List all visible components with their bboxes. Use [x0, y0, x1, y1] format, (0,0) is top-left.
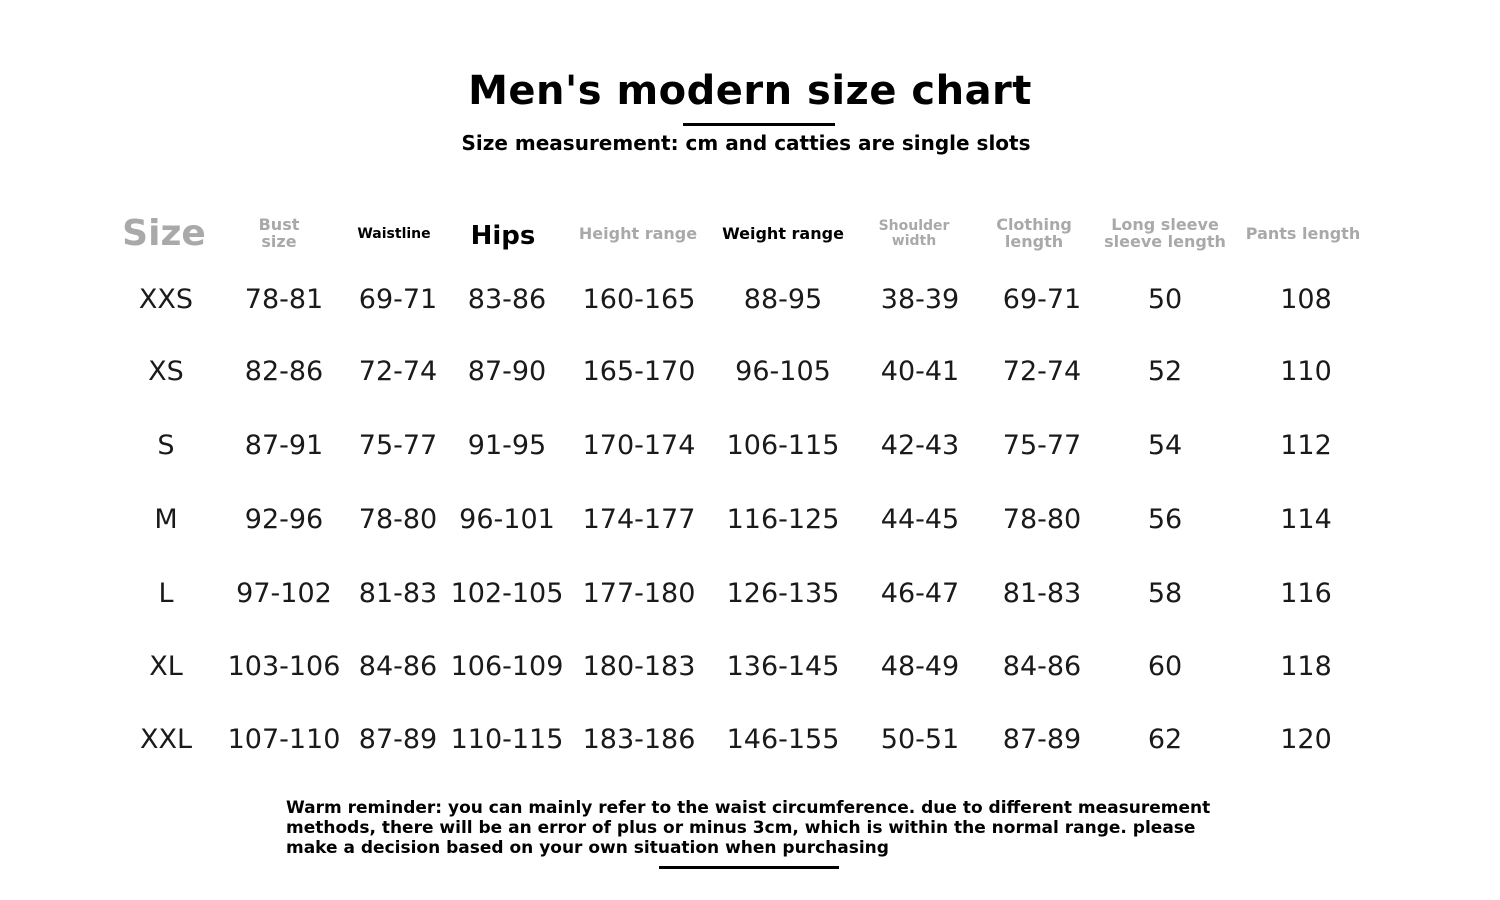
- cell-weight: 126-135: [726, 578, 840, 609]
- cell-height: 165-170: [582, 356, 696, 387]
- cell-shoulder: 50-51: [880, 724, 960, 755]
- cell-pants-length: 114: [1280, 504, 1332, 535]
- table-header-pants: Pants length: [1245, 223, 1361, 243]
- cell-pants-length: 108: [1280, 284, 1332, 315]
- cell-sleeve-length: 60: [1147, 651, 1183, 682]
- cell-height: 180-183: [582, 651, 696, 682]
- cell-sleeve-length: 54: [1147, 430, 1183, 461]
- page-title: Men's modern size chart: [468, 68, 1032, 114]
- cell-bust: 87-91: [244, 430, 324, 461]
- cell-clothing-length: 81-83: [1002, 578, 1082, 609]
- cell-shoulder: 38-39: [880, 284, 960, 315]
- page-subtitle: Size measurement: cm and catties are sin…: [461, 131, 1031, 155]
- cell-waistline: 69-71: [358, 284, 438, 315]
- table-header-bust: Bust size: [258, 215, 300, 251]
- table-header-height: Height range: [578, 223, 698, 243]
- cell-shoulder: 46-47: [880, 578, 960, 609]
- cell-height: 177-180: [582, 578, 696, 609]
- cell-bust: 92-96: [244, 504, 324, 535]
- table-header-hips: Hips: [470, 221, 536, 252]
- table-header-size: Size: [122, 213, 206, 255]
- cell-hips: 96-101: [459, 504, 555, 535]
- table-header-shoulder: Shoulder width: [878, 218, 950, 249]
- cell-hips: 106-109: [450, 651, 564, 682]
- cell-size: S: [157, 430, 175, 461]
- cell-hips: 102-105: [450, 578, 564, 609]
- cell-height: 183-186: [582, 724, 696, 755]
- cell-size: M: [154, 504, 178, 535]
- cell-pants-length: 116: [1280, 578, 1332, 609]
- table-header-sleeve: Long sleeve sleeve length: [1104, 215, 1226, 251]
- cell-sleeve-length: 56: [1147, 504, 1183, 535]
- cell-shoulder: 44-45: [880, 504, 960, 535]
- cell-waistline: 84-86: [358, 651, 438, 682]
- cell-weight: 106-115: [726, 430, 840, 461]
- cell-clothing-length: 72-74: [1002, 356, 1082, 387]
- cell-pants-length: 112: [1280, 430, 1332, 461]
- cell-pants-length: 120: [1280, 724, 1332, 755]
- cell-waistline: 81-83: [358, 578, 438, 609]
- cell-bust: 107-110: [227, 724, 341, 755]
- warm-reminder: Warm reminder: you can mainly refer to t…: [286, 798, 1211, 858]
- cell-clothing-length: 75-77: [1002, 430, 1082, 461]
- cell-sleeve-length: 50: [1147, 284, 1183, 315]
- cell-hips: 83-86: [467, 284, 547, 315]
- table-row: XL 103-106 84-86 106-109 180-183 136-145 48-49…: [0, 647, 1500, 687]
- cell-bust: 82-86: [244, 356, 324, 387]
- cell-hips: 87-90: [467, 356, 547, 387]
- cell-height: 160-165: [582, 284, 696, 315]
- cell-sleeve-length: 58: [1147, 578, 1183, 609]
- table-header-waistline: Waistline: [357, 225, 431, 242]
- cell-clothing-length: 87-89: [1002, 724, 1082, 755]
- cell-weight: 136-145: [726, 651, 840, 682]
- cell-sleeve-length: 52: [1147, 356, 1183, 387]
- cell-clothing-length: 69-71: [1002, 284, 1082, 315]
- cell-shoulder: 42-43: [880, 430, 960, 461]
- table-header-clothing: Clothing length: [996, 215, 1072, 251]
- cell-waistline: 75-77: [358, 430, 438, 461]
- cell-waistline: 78-80: [358, 504, 438, 535]
- cell-shoulder: 48-49: [880, 651, 960, 682]
- cell-height: 170-174: [582, 430, 696, 461]
- cell-bust: 97-102: [236, 578, 332, 609]
- cell-pants-length: 110: [1280, 356, 1332, 387]
- cell-bust: 103-106: [227, 651, 341, 682]
- cell-clothing-length: 84-86: [1002, 651, 1082, 682]
- table-row: XXL 107-110 87-89 110-115 183-186 146-155 50-5…: [0, 720, 1500, 760]
- cell-weight: 96-105: [735, 356, 831, 387]
- cell-clothing-length: 78-80: [1002, 504, 1082, 535]
- table-row: L 97-102 81-83 102-105 177-180 126-135 46-47 81…: [0, 574, 1500, 614]
- table-row: XXS 78-81 69-71 83-86 160-165 88-95 38-39 69-71…: [0, 280, 1500, 320]
- cell-size: XXS: [138, 284, 194, 315]
- cell-bust: 78-81: [244, 284, 324, 315]
- cell-hips: 110-115: [450, 724, 564, 755]
- cell-pants-length: 118: [1280, 651, 1332, 682]
- cell-size: XL: [149, 651, 183, 682]
- cell-sleeve-length: 62: [1147, 724, 1183, 755]
- title-underline: [683, 123, 835, 126]
- cell-weight: 146-155: [726, 724, 840, 755]
- table-row: XS 82-86 72-74 87-90 165-170 96-105 40-41 72-74…: [0, 352, 1500, 392]
- cell-weight: 116-125: [726, 504, 840, 535]
- cell-hips: 91-95: [467, 430, 547, 461]
- cell-waistline: 72-74: [358, 356, 438, 387]
- cell-shoulder: 40-41: [880, 356, 960, 387]
- table-row: M 92-96 78-80 96-101 174-177 116-125 44-45 78-8…: [0, 500, 1500, 540]
- table-row: S 87-91 75-77 91-95 170-174 106-115 42-43 75-77…: [0, 426, 1500, 466]
- cell-size: XS: [148, 356, 184, 387]
- cell-size: L: [158, 578, 174, 609]
- cell-size: XXL: [139, 724, 193, 755]
- cell-height: 174-177: [582, 504, 696, 535]
- cell-waistline: 87-89: [358, 724, 438, 755]
- reminder-underline: [659, 866, 839, 869]
- table-header-weight: Weight range: [722, 223, 844, 243]
- cell-weight: 88-95: [743, 284, 823, 315]
